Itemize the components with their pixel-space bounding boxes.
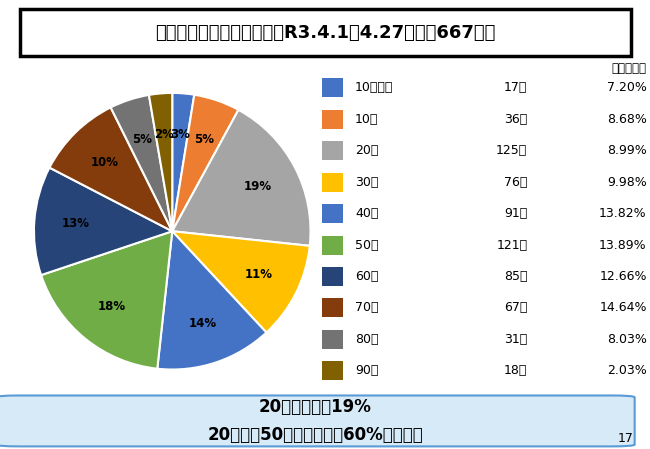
Text: 8.68%: 8.68%	[607, 113, 647, 126]
FancyBboxPatch shape	[322, 204, 343, 223]
FancyBboxPatch shape	[322, 172, 343, 192]
Text: 13.89%: 13.89%	[599, 238, 647, 251]
Text: 50代: 50代	[355, 238, 378, 251]
Wedge shape	[172, 93, 194, 231]
FancyBboxPatch shape	[322, 267, 343, 286]
Text: 9.98%: 9.98%	[607, 176, 647, 189]
Text: 12.66%: 12.66%	[599, 270, 647, 283]
FancyBboxPatch shape	[322, 236, 343, 255]
Text: 30代: 30代	[355, 176, 378, 189]
Wedge shape	[34, 167, 172, 275]
Text: 67人: 67人	[504, 301, 527, 314]
Text: 14.64%: 14.64%	[599, 301, 647, 314]
Wedge shape	[172, 95, 239, 231]
FancyBboxPatch shape	[0, 396, 634, 446]
Text: 8.99%: 8.99%	[607, 144, 647, 157]
Wedge shape	[172, 110, 311, 246]
Wedge shape	[111, 95, 172, 231]
Text: 36人: 36人	[504, 113, 527, 126]
Text: 13.82%: 13.82%	[599, 207, 647, 220]
Text: 18%: 18%	[98, 300, 125, 313]
Wedge shape	[149, 93, 172, 231]
Text: 7.20%: 7.20%	[607, 81, 647, 94]
Text: 70代: 70代	[355, 301, 378, 314]
Text: 76人: 76人	[504, 176, 527, 189]
Text: 17: 17	[618, 431, 634, 445]
Text: 10%: 10%	[90, 156, 118, 169]
Wedge shape	[41, 231, 172, 369]
Text: 18人: 18人	[504, 365, 527, 378]
Text: 8.03%: 8.03%	[607, 333, 647, 346]
Text: 10代: 10代	[355, 113, 378, 126]
Text: 14%: 14%	[188, 317, 217, 330]
FancyBboxPatch shape	[322, 330, 343, 349]
Text: 3%: 3%	[170, 128, 190, 141]
Text: 2%: 2%	[154, 128, 174, 141]
Text: 5%: 5%	[194, 133, 214, 146]
Wedge shape	[172, 231, 310, 333]
Text: 20代: 20代	[355, 144, 378, 157]
FancyBboxPatch shape	[322, 141, 343, 160]
Text: 17人: 17人	[504, 81, 527, 94]
Text: 市内感染者の年代別構成（R3.4.1～4.27まで、667人）: 市内感染者の年代別構成（R3.4.1～4.27まで、667人）	[155, 23, 495, 42]
Text: 人口構成比: 人口構成比	[612, 62, 647, 75]
FancyBboxPatch shape	[322, 299, 343, 317]
Text: 13%: 13%	[62, 217, 90, 230]
Text: 31人: 31人	[504, 333, 527, 346]
Wedge shape	[49, 107, 172, 231]
Text: 5%: 5%	[132, 133, 152, 146]
Text: 80代: 80代	[355, 333, 378, 346]
Text: 91人: 91人	[504, 207, 527, 220]
FancyBboxPatch shape	[322, 78, 343, 97]
Text: 85人: 85人	[504, 270, 527, 283]
Text: 11%: 11%	[245, 268, 273, 281]
Text: 19%: 19%	[244, 180, 272, 193]
FancyBboxPatch shape	[322, 110, 343, 129]
Text: 20代が全体の19%
20代から50代の合計が約60%を占める: 20代が全体の19% 20代から50代の合計が約60%を占める	[207, 398, 423, 444]
Text: 121人: 121人	[496, 238, 527, 251]
Text: 125人: 125人	[496, 144, 527, 157]
Text: 2.03%: 2.03%	[607, 365, 647, 378]
Text: 90代: 90代	[355, 365, 378, 378]
Text: 10歳未満: 10歳未満	[355, 81, 393, 94]
FancyBboxPatch shape	[322, 361, 343, 380]
FancyBboxPatch shape	[20, 9, 630, 56]
Wedge shape	[157, 231, 266, 370]
Text: 40代: 40代	[355, 207, 378, 220]
Text: 60代: 60代	[355, 270, 378, 283]
